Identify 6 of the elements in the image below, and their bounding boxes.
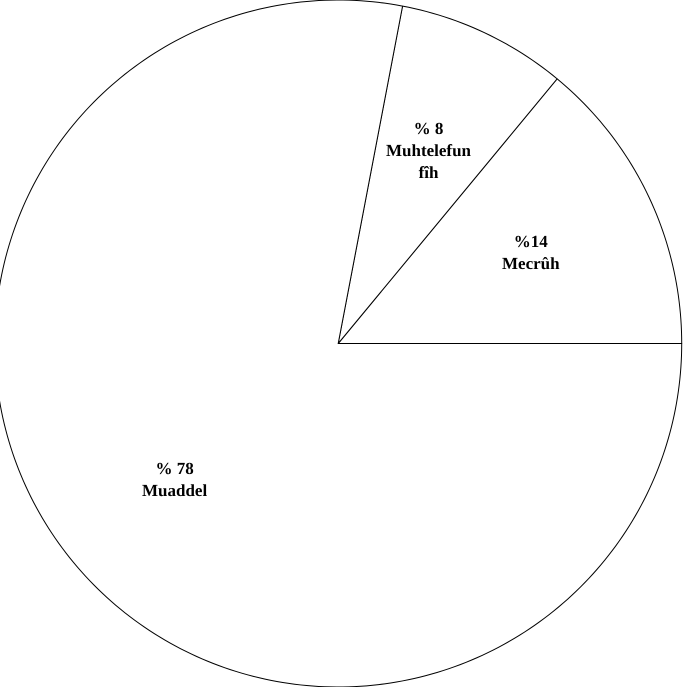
slice-label: Muhtelefun fîh bbox=[386, 141, 472, 182]
data-label: % 78 bbox=[155, 459, 194, 478]
data-label: % 8 bbox=[414, 119, 444, 138]
data-label: %14 bbox=[514, 232, 548, 251]
slice-label: Mecrûh bbox=[502, 254, 560, 274]
slice-label: Muaddel bbox=[142, 481, 208, 500]
